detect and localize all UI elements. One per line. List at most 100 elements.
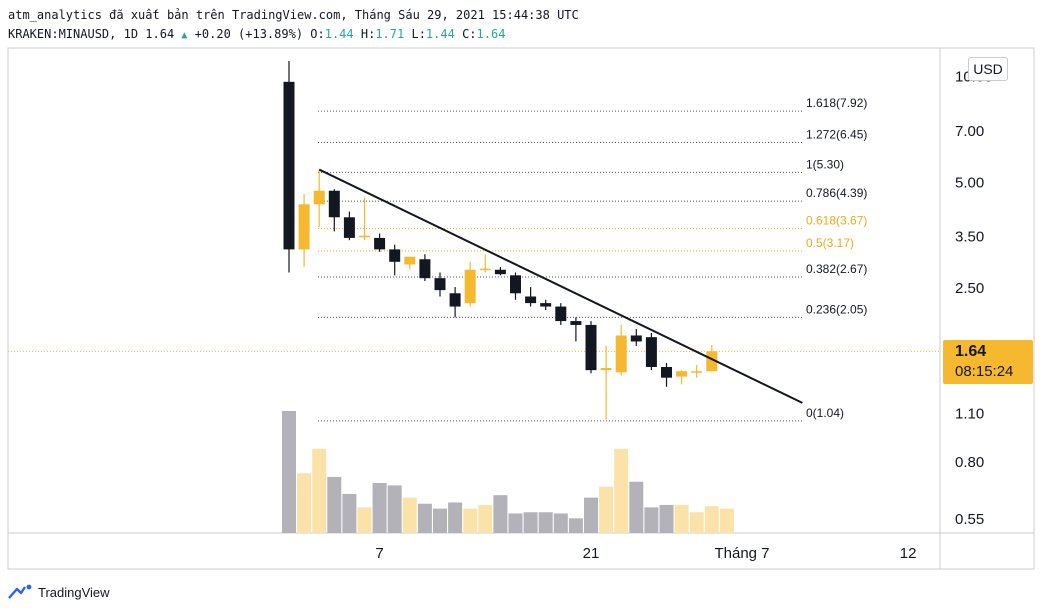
volume-bar [523,512,538,533]
volume-bar [719,508,734,533]
volume-bar [402,497,417,533]
fib-level-label: 1(5.30) [806,157,844,171]
fib-level-label: 0.786(4.39) [806,186,867,200]
fib-level-label: 1.618(7.92) [806,96,867,110]
volume-bar [659,504,674,533]
volume-bar [553,513,568,533]
candle-body [464,269,476,304]
candle-body [374,237,386,250]
candle-body [691,371,703,373]
tradingview-logo-icon [8,584,32,599]
volume-bar [538,512,553,533]
volume-bar [312,448,327,533]
fib-level-label: 0(1.04) [806,406,844,420]
symbol-legend: KRAKEN:MINAUSD, 1D 1.64 ▲ +0.20 (+13.89%… [8,27,505,41]
fib-level-label: 0.618(3.67) [806,213,867,227]
candle-body [555,306,567,322]
price-tick-label: 0.55 [955,511,984,528]
volume-bar [327,476,342,533]
volume-bar [478,504,493,533]
candle-body [328,190,340,218]
currency-badge[interactable]: USD [968,57,1008,81]
volume-bar [508,513,523,533]
tradingview-brand[interactable]: TradingView [38,584,110,600]
volume-bar [629,481,644,533]
volume-bar [614,448,629,533]
candle-body [389,249,401,262]
last-price-tag: 1.64 08:15:24 [943,340,1033,384]
high-value: 1.71 [375,27,405,41]
volume-bar [493,495,508,533]
volume-bar [568,518,583,533]
candles [283,61,718,420]
candle-body [676,371,688,377]
time-tick-label: 12 [900,545,917,562]
price-tick-label: 1.10 [955,405,984,422]
candle-body [359,235,370,238]
volume-bar [297,473,312,533]
fibonacci-retracement[interactable]: 1.618(7.92) 1.272(6.45) 1(5.30) 0.786(4.39)… [318,96,867,422]
candle-body [313,190,325,205]
close-value: 1.64 [476,27,506,41]
fib-level-label: 0.236(2.05) [806,302,867,316]
candle-body [540,303,552,307]
publication-header: atm_analytics đã xuất bản trên TradingVi… [8,8,579,22]
candle-body [479,268,491,271]
time-axis[interactable]: 7 21 Tháng 7 12 [375,545,916,562]
last-price-value: 1.64 [955,343,987,360]
price-change: +0.20 (+13.89%) [194,27,304,41]
volume-bar [644,507,659,533]
candle-body [494,269,506,275]
candle-body [404,256,416,265]
volume-bar [357,507,372,533]
footer: TradingView [8,583,110,601]
volume-bar [584,497,598,533]
price-tick-label: 0.80 [955,454,984,471]
candle-body [630,335,642,342]
volume-bar [704,506,719,533]
candle-body [283,81,295,250]
publication-text: atm_analytics đã xuất bản trên TradingVi… [8,8,579,22]
volume-bar [417,503,432,533]
open-label: O: [310,27,325,41]
change-up-arrow-icon: ▲ [181,30,188,41]
candle-body [706,351,718,372]
candle-body [449,293,461,307]
fib-level-label: 1.272(6.45) [806,127,867,141]
price-tick-label: 5.00 [955,174,984,191]
price-tick-label: 7.00 [955,123,984,140]
time-tick-label: Tháng 7 [714,545,769,562]
candle-body [585,324,597,371]
volume-bar [463,508,478,533]
candle-body [298,204,310,250]
candle-body [510,275,521,294]
symbol-info[interactable]: KRAKEN:MINAUSD, 1D 1.64 [8,27,175,41]
open-value: 1.44 [324,27,354,41]
candle-body [600,368,612,371]
low-value: 1.44 [425,27,455,41]
volume-bar [342,493,357,533]
candle-body [615,335,627,373]
candle-body [525,296,537,304]
low-label: L: [411,27,426,41]
candle-body [343,217,355,238]
volume-bar [372,482,387,533]
fib-level-label: 0.5(3.17) [806,236,854,250]
time-tick-label: 7 [375,545,383,562]
candle-body [434,278,446,291]
volume-bar [433,508,447,533]
time-tick-label: 21 [583,545,600,562]
price-tick-label: 2.50 [955,280,984,297]
volume-bar [387,485,402,533]
trendline[interactable] [318,168,803,404]
close-label: C: [462,27,477,41]
bar-countdown: 08:15:24 [955,363,1014,380]
candle-body [661,367,672,378]
price-tick-label: 3.50 [955,229,984,246]
candle-body [645,337,657,368]
volume-bars [282,411,734,533]
volume-bar [674,504,689,533]
candle-body [570,321,582,325]
price-axis[interactable]: 10.007.005.003.502.501.100.800.55 [955,69,993,528]
